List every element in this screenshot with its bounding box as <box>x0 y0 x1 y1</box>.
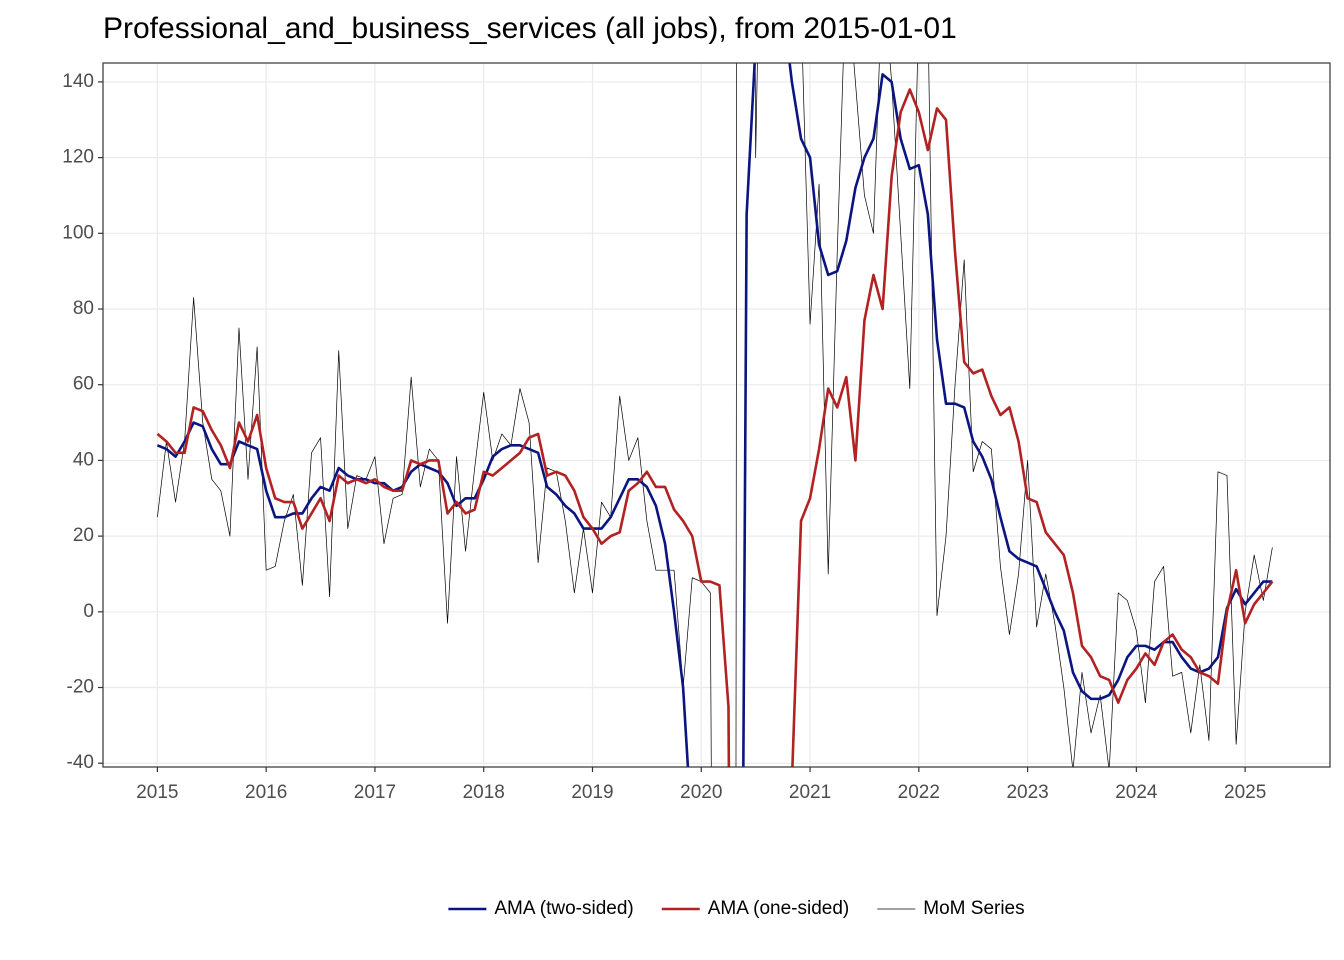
x-tick-label: 2024 <box>1115 782 1158 803</box>
y-tick-label: 20 <box>73 525 94 546</box>
legend-label: AMA (two-sided) <box>494 898 633 919</box>
y-tick-label: 100 <box>62 222 94 243</box>
x-tick-label: 2018 <box>463 782 505 803</box>
legend-item: AMA (one-sided) <box>661 898 850 919</box>
chart-title: Professional_and_business_services (all … <box>103 12 957 45</box>
legend-label: MoM Series <box>923 898 1024 919</box>
grid <box>103 63 1330 767</box>
y-tick-label: 80 <box>73 298 94 319</box>
x-tick-label: 2016 <box>245 782 287 803</box>
series-line <box>157 63 1273 767</box>
series-line <box>156 63 1273 767</box>
y-tick-label: -40 <box>67 752 94 773</box>
y-tick-label: -20 <box>67 677 94 698</box>
x-tick-label: 2015 <box>136 782 178 803</box>
x-tick-label: 2022 <box>898 782 940 803</box>
panel-border <box>102 62 1331 768</box>
legend-item: AMA (two-sided) <box>448 898 634 919</box>
y-tick-label: 120 <box>62 147 94 168</box>
legend-label: AMA (one-sided) <box>708 898 850 919</box>
legend: AMA (two-sided) AMA (one-sided) MoM Series <box>448 898 1025 919</box>
x-tick-label: 2019 <box>571 782 613 803</box>
legend-item: MoM Series <box>877 898 1025 919</box>
axes: -40 -20 0 20 40 60 80 100 120 140 2015 2016 2017 2018… <box>62 71 1266 803</box>
plot-lines <box>156 63 1274 767</box>
x-tick-label: 2023 <box>1006 782 1048 803</box>
y-tick-label: 60 <box>73 374 94 395</box>
x-tick-label: 2021 <box>789 782 831 803</box>
x-tick-label: 2025 <box>1224 782 1266 803</box>
series-line <box>156 88 1274 767</box>
y-tick-label: 0 <box>83 601 94 622</box>
y-tick-label: 40 <box>73 449 94 470</box>
y-tick-label: 140 <box>62 71 94 92</box>
x-tick-label: 2020 <box>680 782 722 803</box>
x-tick-label: 2017 <box>354 782 396 803</box>
